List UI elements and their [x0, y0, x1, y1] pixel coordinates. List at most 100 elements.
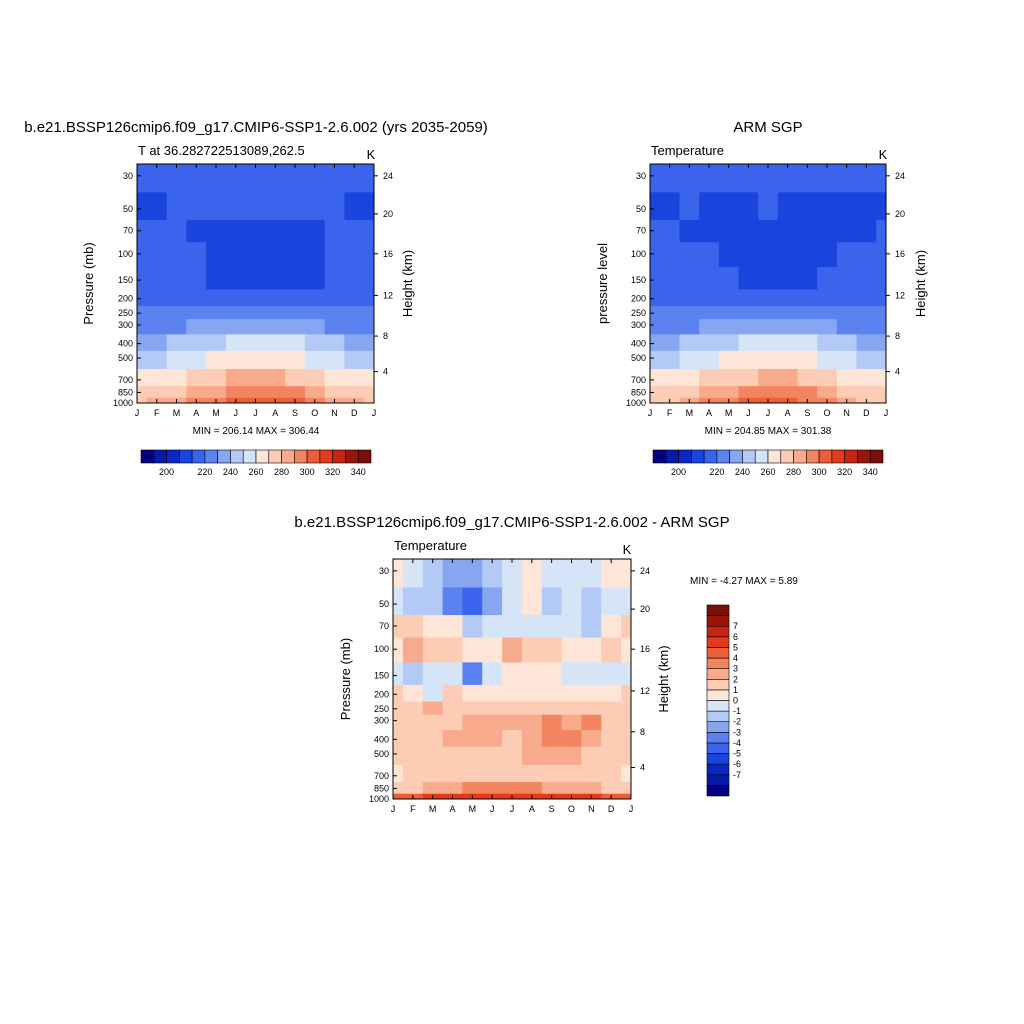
contour-cell [659, 305, 681, 320]
y-tick-label: 50 [636, 204, 646, 214]
contour-cell [137, 397, 148, 403]
colorbar-tick-label: -7 [733, 770, 741, 780]
contour-cell [344, 219, 365, 243]
contour-cell [422, 782, 444, 795]
contour-cell [561, 615, 583, 639]
contour-cell [166, 386, 187, 399]
contour-cell [777, 305, 799, 320]
x-tick-label: J [135, 408, 140, 418]
height-tick-label: 20 [383, 209, 393, 219]
y-tick-label: 150 [374, 671, 389, 681]
contour-cell [738, 386, 759, 399]
contour-cell [738, 266, 759, 290]
colorbar-swatch [268, 449, 282, 464]
y-tick-label: 850 [374, 783, 389, 793]
colorbar-swatch [844, 449, 858, 464]
colorbar-swatch [166, 449, 180, 464]
contour-cell [876, 289, 886, 307]
contour-cell [206, 289, 227, 307]
contour-cell [621, 730, 631, 748]
contour-cell [146, 334, 168, 352]
contour-cell [521, 587, 543, 616]
colorbar-swatch [706, 689, 730, 701]
contour-cell [265, 368, 286, 387]
contour-cell [876, 192, 886, 221]
contour-cell [738, 350, 759, 370]
min-max-summary: MIN = -4.27 MAX = 5.89 [690, 576, 798, 587]
contour-cell [245, 368, 266, 387]
contour-cell [225, 266, 247, 290]
contour-cell [422, 730, 444, 748]
contour-cell [225, 219, 247, 243]
contour-cell [304, 305, 326, 320]
contour-cell [186, 386, 207, 399]
contour-cell [442, 701, 464, 716]
contour-cell [650, 397, 661, 403]
contour-cell [462, 559, 483, 589]
contour-cell [502, 764, 523, 783]
contour-cell [344, 334, 365, 352]
contour-cell [146, 319, 168, 335]
contour-cell [422, 701, 444, 716]
contour-cell [462, 684, 483, 703]
contour-cell [521, 730, 543, 748]
contour-cell [364, 397, 374, 403]
colorbar-swatch [706, 604, 730, 616]
contour-cell [206, 266, 227, 290]
contour-cell [166, 334, 187, 352]
contour-cell [659, 242, 681, 268]
colorbar-tick-label: 3 [733, 664, 738, 674]
contour-cell [621, 793, 631, 799]
contour-cell [758, 386, 779, 399]
contour-cell [797, 350, 818, 370]
contour-cell [876, 368, 886, 387]
contour-cell [462, 730, 483, 748]
contour-cell [561, 714, 583, 731]
colorbar-swatch [706, 732, 730, 744]
contour-cell [442, 764, 464, 783]
x-tick-label: O [311, 408, 318, 418]
y-tick-label: 150 [631, 275, 646, 285]
colorbar-tick-label: -2 [733, 717, 741, 727]
contour-cell [718, 289, 740, 307]
contour-cell [285, 350, 306, 370]
contour-cell [304, 266, 326, 290]
contour-field [650, 164, 886, 403]
colorbar-swatch [230, 449, 244, 464]
contour-cell [718, 192, 740, 221]
contour-cell [364, 219, 374, 243]
colorbar-swatch [706, 753, 730, 765]
contour-cell [650, 219, 661, 243]
contour-cell [265, 266, 286, 290]
contour-cell [324, 350, 345, 370]
contour-field [137, 164, 374, 403]
colorbar-tick-label: 200 [159, 467, 174, 477]
contour-cell [166, 368, 187, 387]
contour-cell [206, 368, 227, 387]
contour-cell [245, 334, 266, 352]
contour-cell [679, 219, 700, 243]
contour-cell [738, 164, 759, 193]
contour-cell [265, 319, 286, 335]
colorbar-swatch [857, 449, 871, 464]
contour-cell [422, 637, 444, 663]
contour-cell [482, 662, 503, 686]
contour-cell [462, 764, 483, 783]
contour-cell [393, 559, 404, 589]
contour-cell [659, 219, 681, 243]
y-axis-label: Pressure (mb) [81, 242, 96, 324]
contour-cell [146, 164, 168, 193]
contour-cell [502, 701, 523, 716]
contour-cell [364, 305, 374, 320]
height-tick-label: 12 [895, 290, 905, 300]
contour-cell [304, 219, 326, 243]
contour-cell [225, 350, 247, 370]
units-label: K [623, 542, 632, 557]
y-tick-label: 150 [118, 275, 133, 285]
contour-cell [601, 782, 622, 795]
contour-cell [462, 637, 483, 663]
contour-cell [344, 350, 365, 370]
contour-cell [650, 386, 661, 399]
contour-cell [699, 289, 720, 307]
contour-cell [856, 192, 877, 221]
